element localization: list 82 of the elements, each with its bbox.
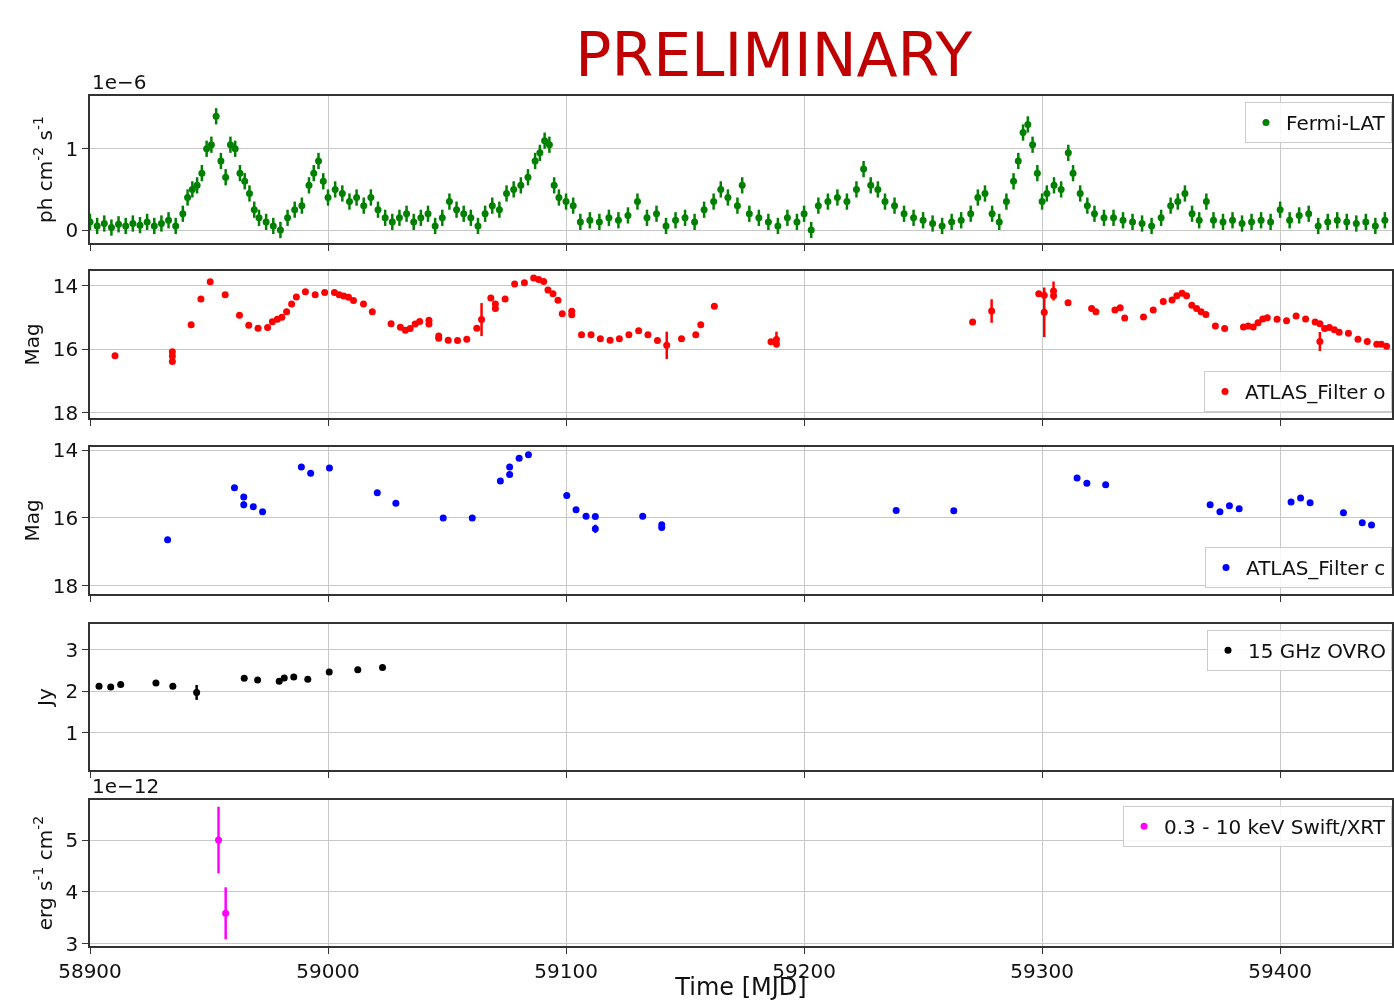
- point: [563, 492, 571, 500]
- text: 1e−12: [92, 774, 160, 798]
- point: [354, 666, 362, 674]
- y-tick-label: 1: [65, 720, 79, 745]
- y-tick-label: 18: [52, 400, 79, 425]
- point: [117, 681, 125, 689]
- point: [230, 484, 238, 492]
- point: [468, 514, 476, 522]
- point: [524, 451, 532, 459]
- x-tick-label: 59400: [1248, 958, 1312, 983]
- y-tick-label: 4: [65, 879, 79, 904]
- point: [639, 512, 647, 520]
- point: [1083, 479, 1091, 487]
- point: [325, 464, 333, 472]
- point: [582, 512, 590, 520]
- point: [240, 674, 248, 682]
- point: [193, 688, 201, 696]
- point: [1102, 481, 1110, 489]
- point: [1358, 519, 1366, 527]
- point: [275, 677, 283, 685]
- y-tick-label: 2: [65, 679, 79, 704]
- y-tick-label: 14: [52, 438, 79, 463]
- legend-label: Fermi-LAT: [1286, 111, 1386, 136]
- x-tick-label: 59100: [534, 958, 598, 983]
- y-tick-label: 5: [65, 828, 79, 853]
- point: [496, 477, 504, 485]
- point: [506, 471, 514, 478]
- y-tick-label: 16: [52, 337, 79, 362]
- point: [1339, 509, 1347, 517]
- point: [1073, 474, 1081, 482]
- point: [152, 679, 160, 687]
- point: [95, 682, 103, 690]
- point: [107, 683, 115, 691]
- point: [240, 493, 248, 501]
- y-tick-label: 18: [52, 573, 79, 598]
- y-tick-label: 3: [65, 931, 79, 956]
- point: [297, 463, 305, 471]
- legend-label: 15 GHz OVRO: [1248, 639, 1386, 664]
- point: [164, 536, 172, 544]
- point: [950, 507, 958, 515]
- y-tick-label: 1: [65, 136, 79, 161]
- y-tick-label: 14: [52, 273, 79, 298]
- point: [259, 508, 267, 516]
- point: [290, 673, 298, 681]
- point: [892, 506, 900, 514]
- point: [325, 668, 333, 676]
- point: [515, 454, 523, 462]
- point: [254, 676, 262, 684]
- point: [304, 675, 312, 683]
- y-tick-label: 16: [52, 505, 79, 530]
- legend-label: 0.3 - 10 keV Swift/XRT: [1164, 815, 1386, 840]
- x-tick-label: 58900: [58, 958, 122, 983]
- text: 1e−6: [92, 70, 147, 94]
- point: [1216, 508, 1224, 516]
- point: [1297, 494, 1305, 502]
- y-tick-label: 3: [65, 637, 79, 662]
- y-axis-title: Mag: [19, 499, 44, 542]
- legend-label: ATLAS_Filter c: [1246, 556, 1386, 581]
- point: [392, 499, 400, 507]
- y-axis-title: Jy: [32, 687, 57, 708]
- point: [1235, 505, 1243, 513]
- x-tick-label: 59300: [1010, 958, 1074, 983]
- point: [572, 506, 580, 514]
- point: [1306, 499, 1314, 507]
- point: [1225, 502, 1233, 510]
- point: [280, 674, 288, 682]
- point: [169, 682, 177, 690]
- point: [373, 489, 381, 497]
- y-tick-label: 0: [65, 218, 79, 243]
- chart-title: PRELIMINARY: [575, 20, 973, 90]
- point: [307, 469, 315, 477]
- point: [379, 664, 387, 672]
- legend-label: ATLAS_Filter o: [1245, 380, 1386, 405]
- point: [591, 513, 599, 521]
- x-tick-label: 59000: [296, 958, 360, 983]
- point: [1368, 521, 1376, 529]
- point: [1206, 501, 1214, 509]
- point: [1287, 498, 1295, 506]
- point: [439, 514, 447, 522]
- point: [506, 463, 514, 471]
- point: [249, 503, 257, 511]
- y-axis-title: Mag: [19, 323, 44, 366]
